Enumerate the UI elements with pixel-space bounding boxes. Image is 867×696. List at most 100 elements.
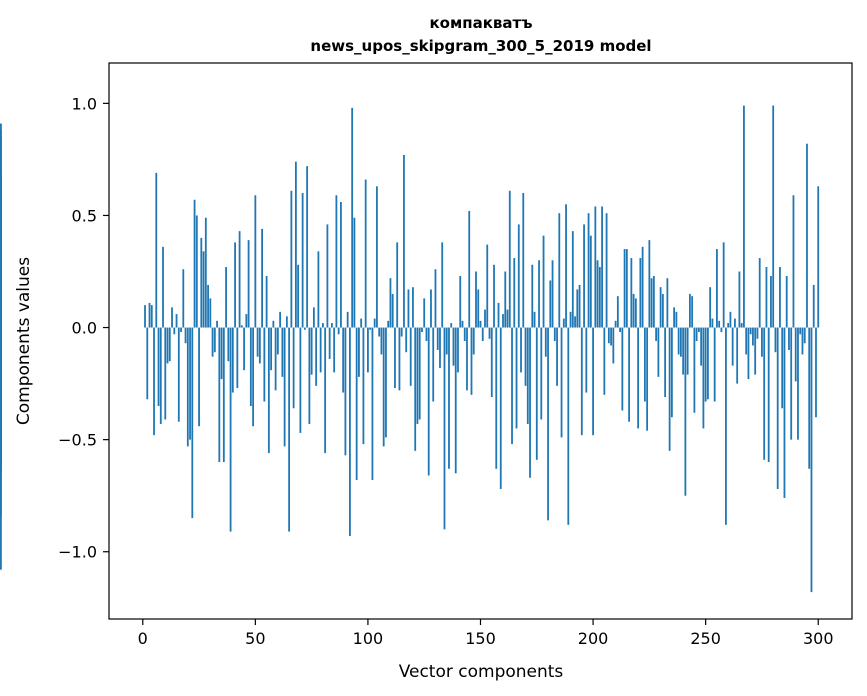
bar <box>144 305 146 328</box>
y-tick-label: −0.5 <box>58 431 97 450</box>
bar <box>616 296 619 328</box>
bar <box>499 327 502 489</box>
bar <box>340 202 342 328</box>
bar <box>326 224 329 328</box>
bar <box>186 327 189 447</box>
bar <box>148 302 151 328</box>
bar <box>580 327 583 436</box>
bar <box>412 287 414 328</box>
bar <box>743 105 745 328</box>
bar <box>774 327 777 353</box>
bar <box>321 323 324 328</box>
bar <box>276 327 279 355</box>
bar <box>650 278 653 328</box>
bar <box>551 260 554 328</box>
bar <box>243 327 245 371</box>
y-axis: −1.0 −0.5 0.0 0.5 1.0 <box>58 94 109 562</box>
bar <box>661 293 664 328</box>
bar <box>515 327 518 429</box>
bar <box>700 327 703 366</box>
bar <box>495 327 498 469</box>
bar <box>567 327 570 525</box>
bar <box>517 224 520 328</box>
bar <box>171 307 173 328</box>
bar <box>405 327 408 353</box>
bar <box>285 316 288 328</box>
bar <box>625 249 628 328</box>
bar <box>254 195 257 328</box>
chart-subtitle: news_upos_skipgram_300_5_2019 model <box>310 37 651 55</box>
bar <box>198 327 200 427</box>
bar <box>162 246 164 328</box>
bar <box>601 206 603 328</box>
bar <box>270 327 273 371</box>
bar <box>664 327 667 398</box>
bar <box>231 327 234 393</box>
bar <box>452 327 455 366</box>
bar <box>815 327 817 418</box>
bar <box>634 298 637 328</box>
bar <box>263 327 266 402</box>
bar <box>623 249 626 328</box>
x-tick-label: 250 <box>690 629 721 648</box>
bar <box>711 318 714 328</box>
x-tick-label: 200 <box>578 629 609 648</box>
bar <box>294 161 297 328</box>
bar <box>637 327 640 429</box>
bar <box>621 327 624 411</box>
bar <box>439 327 441 368</box>
bar <box>389 278 392 328</box>
bar <box>781 327 784 409</box>
bar <box>673 307 676 328</box>
bar <box>236 327 239 389</box>
bar <box>247 240 250 328</box>
bar <box>193 199 196 328</box>
bar <box>256 327 259 357</box>
bar <box>367 327 369 373</box>
x-axis-label: Vector components <box>399 662 564 682</box>
bar <box>150 305 153 328</box>
y-tick-label: 0.0 <box>72 319 97 338</box>
bar <box>574 316 576 328</box>
bar <box>675 311 678 328</box>
bar <box>686 327 689 375</box>
bar <box>175 314 178 328</box>
bar <box>317 251 320 328</box>
bar <box>698 327 700 333</box>
bar <box>752 327 754 346</box>
bar <box>639 258 642 328</box>
bar <box>520 327 522 373</box>
bar <box>704 327 707 402</box>
bar <box>358 327 360 377</box>
bar <box>646 327 649 431</box>
bar <box>803 327 806 344</box>
x-tick-label: 50 <box>245 629 265 648</box>
bar <box>783 327 786 498</box>
bar <box>448 327 450 469</box>
bar <box>403 154 405 328</box>
bar <box>558 213 561 328</box>
bar <box>758 258 761 328</box>
y-tick-label: 0.5 <box>72 206 97 225</box>
bar <box>538 260 540 328</box>
bar <box>817 186 820 328</box>
bar <box>466 327 468 391</box>
bar <box>506 309 509 328</box>
bar <box>355 327 358 480</box>
bar <box>409 327 412 386</box>
bar <box>189 327 191 440</box>
bar <box>583 224 585 328</box>
bar <box>234 242 236 328</box>
bar <box>344 327 347 456</box>
bar <box>418 327 421 420</box>
bar <box>610 327 612 346</box>
bar <box>659 287 662 328</box>
bar <box>808 327 811 469</box>
bar <box>457 327 459 373</box>
bar <box>249 327 252 407</box>
bar <box>290 190 293 328</box>
bar <box>772 105 775 328</box>
bar <box>400 327 403 337</box>
bar <box>603 327 606 395</box>
bar <box>592 327 594 436</box>
